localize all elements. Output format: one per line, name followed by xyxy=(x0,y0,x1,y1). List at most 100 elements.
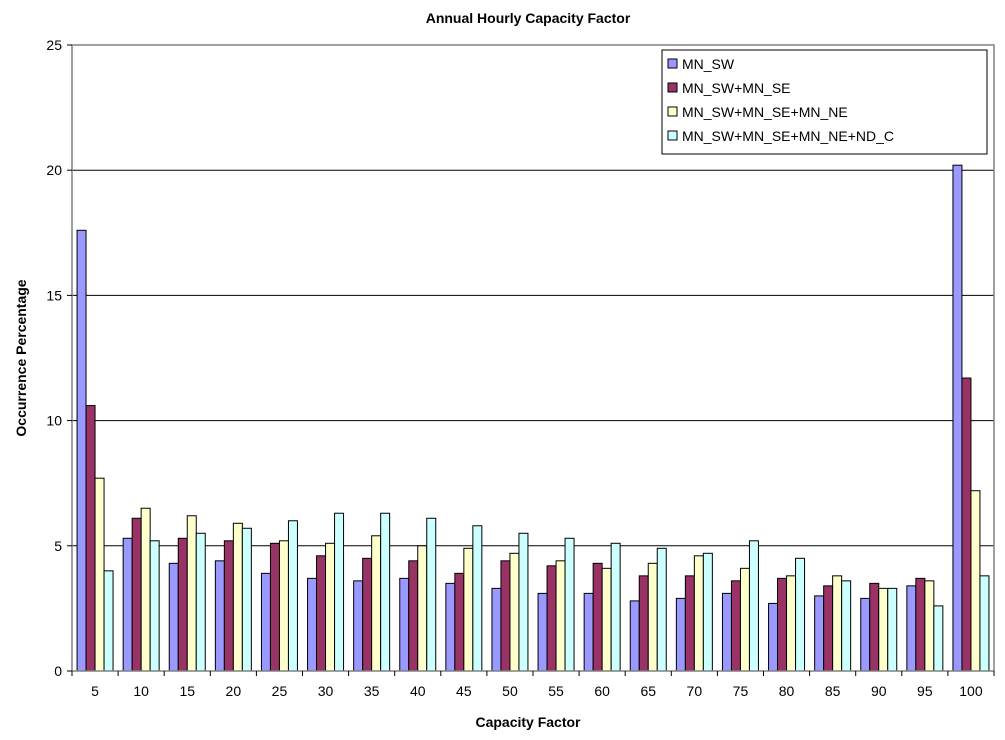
bar xyxy=(869,582,880,672)
x-tick-label: 75 xyxy=(733,683,749,699)
legend-label: MN_SW+MN_SE+MN_NE+ND_C xyxy=(682,128,894,144)
bar xyxy=(795,557,806,672)
x-tick-label: 55 xyxy=(548,683,564,699)
x-axis-title: Capacity Factor xyxy=(475,714,581,730)
y-axis-ticks: 0 5 10 15 20 25 xyxy=(46,37,72,679)
bar xyxy=(748,540,759,672)
y-tick-label: 10 xyxy=(46,413,62,429)
bar-group-95 xyxy=(906,577,944,672)
legend-swatch xyxy=(667,82,678,93)
bar xyxy=(353,580,364,672)
x-tick-label: 60 xyxy=(594,683,610,699)
bar xyxy=(583,592,594,672)
bar xyxy=(260,572,271,672)
x-tick-label: 30 xyxy=(318,683,334,699)
bar xyxy=(970,490,981,672)
bar xyxy=(730,580,741,672)
bar xyxy=(693,555,704,672)
bar xyxy=(195,532,206,672)
bar xyxy=(832,575,843,672)
bar xyxy=(786,575,797,672)
bar-group-85 xyxy=(814,575,852,672)
bar xyxy=(223,540,234,672)
bar xyxy=(177,537,188,672)
bar xyxy=(269,542,280,672)
y-tick-label: 25 xyxy=(46,37,62,53)
x-tick-label: 45 xyxy=(456,683,472,699)
bar xyxy=(518,532,529,672)
bar xyxy=(610,542,621,672)
bar-group-65 xyxy=(629,547,667,672)
bar-group-55 xyxy=(537,537,575,672)
legend: MN_SW MN_SW+MN_SE MN_SW+MN_SE+MN_NE MN_SW+M… xyxy=(661,49,988,155)
bar-group-80 xyxy=(768,557,806,672)
legend-box xyxy=(661,49,988,155)
y-tick-label: 15 xyxy=(46,287,62,303)
y-tick-label: 5 xyxy=(54,538,62,554)
bar xyxy=(739,567,750,672)
bar-group-5 xyxy=(76,229,114,672)
bar xyxy=(131,517,142,672)
bar xyxy=(537,592,548,672)
bar-group-15 xyxy=(168,515,206,672)
bar xyxy=(887,587,898,672)
bar xyxy=(768,602,779,672)
x-tick-label: 40 xyxy=(410,683,426,699)
bar xyxy=(878,587,889,672)
bar xyxy=(952,164,963,672)
x-tick-label: 35 xyxy=(364,683,380,699)
bar xyxy=(168,562,179,672)
gridlines xyxy=(72,169,994,547)
bar xyxy=(564,537,575,672)
bar xyxy=(316,555,327,672)
bar-group-70 xyxy=(675,552,713,672)
bar xyxy=(638,575,649,672)
x-axis-ticks: 5 10 15 20 25 30 35 40 45 50 55 60 65 70 75 80 85 90 95 100 xyxy=(71,671,995,699)
bar xyxy=(287,520,298,672)
x-tick-label: 50 xyxy=(502,683,518,699)
x-tick-label: 90 xyxy=(871,683,887,699)
bar xyxy=(232,522,243,672)
bar xyxy=(85,405,96,672)
bar xyxy=(721,592,732,672)
x-tick-label: 95 xyxy=(917,683,933,699)
legend-item: MN_SW+MN_SE+MN_NE+ND_C xyxy=(667,128,894,144)
bar xyxy=(509,552,520,672)
bar xyxy=(906,585,917,672)
bar xyxy=(307,577,318,672)
legend-item: MN_SW xyxy=(667,56,735,72)
bar xyxy=(140,507,151,672)
bar-group-25 xyxy=(260,520,298,672)
bar xyxy=(149,540,160,672)
bar xyxy=(814,595,825,672)
x-tick-label: 80 xyxy=(779,683,795,699)
legend-label: MN_SW+MN_SE xyxy=(682,80,791,96)
y-tick-label: 0 xyxy=(54,663,62,679)
bar xyxy=(399,577,410,672)
legend-swatch xyxy=(667,106,678,117)
chart-title: Annual Hourly Capacity Factor xyxy=(426,10,631,26)
bar-group-60 xyxy=(583,542,621,672)
bar xyxy=(362,557,373,672)
bar-group-100 xyxy=(952,164,990,672)
bar xyxy=(334,512,345,672)
bar-group-10 xyxy=(122,507,160,672)
bar xyxy=(325,542,336,672)
bar xyxy=(426,517,437,672)
bar xyxy=(823,585,834,672)
y-axis-title: Occurrence Percentage xyxy=(13,279,29,436)
bar xyxy=(647,562,658,672)
legend-label: MN_SW xyxy=(682,56,735,72)
bar xyxy=(675,597,686,672)
bar xyxy=(371,535,382,672)
bars xyxy=(76,164,990,672)
bar xyxy=(684,575,695,672)
bar xyxy=(445,582,456,672)
bar xyxy=(408,560,419,672)
bar xyxy=(186,515,197,672)
bar xyxy=(841,580,852,672)
bar xyxy=(380,512,391,672)
bar xyxy=(924,580,935,672)
